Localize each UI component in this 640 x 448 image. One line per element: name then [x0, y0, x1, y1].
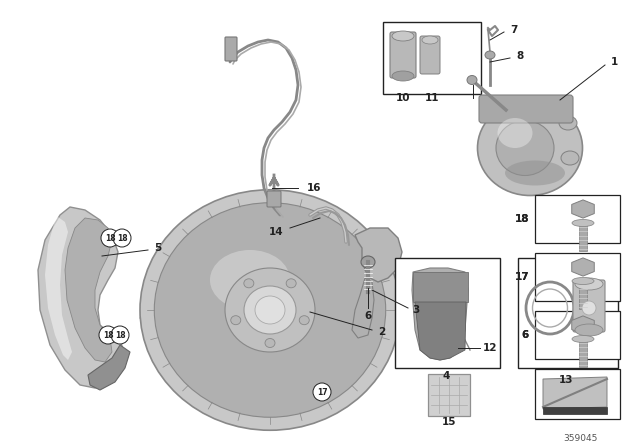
Ellipse shape	[485, 51, 495, 59]
Ellipse shape	[392, 71, 414, 81]
Bar	[535, 253, 620, 301]
FancyBboxPatch shape	[225, 37, 237, 61]
Polygon shape	[415, 302, 466, 360]
Ellipse shape	[561, 151, 579, 165]
Ellipse shape	[244, 279, 254, 288]
Text: 18: 18	[116, 233, 127, 242]
Polygon shape	[65, 218, 112, 362]
Text: 359045: 359045	[563, 434, 597, 443]
Circle shape	[113, 229, 131, 247]
Text: 5: 5	[154, 243, 162, 253]
Text: 18: 18	[515, 214, 529, 224]
Circle shape	[111, 326, 129, 344]
Polygon shape	[45, 217, 72, 360]
Polygon shape	[572, 200, 595, 218]
Ellipse shape	[422, 36, 438, 44]
Ellipse shape	[225, 268, 315, 352]
Text: 17: 17	[515, 272, 529, 282]
Bar	[535, 195, 620, 243]
Bar	[579, 281, 587, 309]
Text: 1: 1	[611, 57, 618, 67]
Text: 17: 17	[515, 272, 529, 282]
Text: 2: 2	[378, 327, 386, 337]
Ellipse shape	[140, 307, 400, 329]
Text: 6: 6	[522, 330, 529, 340]
Bar	[535, 311, 620, 359]
Ellipse shape	[140, 190, 400, 430]
Ellipse shape	[255, 296, 285, 324]
Ellipse shape	[572, 277, 594, 284]
Bar	[579, 339, 587, 367]
Ellipse shape	[392, 31, 414, 41]
Ellipse shape	[497, 118, 532, 148]
Ellipse shape	[572, 220, 594, 227]
Text: 18: 18	[105, 233, 115, 242]
Polygon shape	[428, 374, 470, 416]
Circle shape	[313, 383, 331, 401]
Ellipse shape	[154, 203, 386, 417]
Ellipse shape	[244, 286, 296, 334]
Ellipse shape	[505, 160, 565, 185]
Text: 17: 17	[317, 388, 327, 396]
Ellipse shape	[559, 116, 577, 130]
Text: 15: 15	[442, 417, 456, 427]
Text: 6: 6	[364, 311, 372, 321]
Text: 13: 13	[559, 375, 573, 385]
Bar	[543, 407, 607, 414]
Bar	[518, 258, 618, 368]
Text: 18: 18	[115, 331, 125, 340]
Bar	[535, 369, 620, 419]
Bar	[579, 223, 587, 251]
Ellipse shape	[496, 121, 554, 176]
Text: 14: 14	[269, 227, 284, 237]
Ellipse shape	[300, 316, 309, 325]
FancyBboxPatch shape	[573, 280, 605, 332]
Polygon shape	[355, 228, 402, 282]
FancyBboxPatch shape	[267, 191, 281, 207]
Ellipse shape	[572, 336, 594, 343]
Text: 16: 16	[307, 183, 321, 193]
Text: 12: 12	[483, 343, 497, 353]
Polygon shape	[88, 345, 130, 390]
Text: 11: 11	[425, 93, 439, 103]
Circle shape	[99, 326, 117, 344]
Polygon shape	[543, 377, 607, 409]
Polygon shape	[572, 258, 595, 276]
Text: 18: 18	[102, 331, 113, 340]
Text: 7: 7	[510, 25, 518, 35]
Bar	[395, 258, 500, 368]
Polygon shape	[38, 207, 125, 388]
Ellipse shape	[210, 250, 290, 310]
Polygon shape	[412, 268, 468, 360]
Polygon shape	[352, 278, 374, 338]
Ellipse shape	[265, 339, 275, 348]
Text: 3: 3	[412, 305, 420, 315]
Ellipse shape	[582, 301, 596, 315]
Text: 10: 10	[396, 93, 410, 103]
Text: 6: 6	[522, 330, 529, 340]
Bar	[383, 22, 481, 94]
FancyBboxPatch shape	[479, 95, 573, 123]
FancyBboxPatch shape	[390, 32, 416, 78]
Ellipse shape	[575, 278, 603, 290]
Bar	[413, 272, 468, 302]
Ellipse shape	[231, 316, 241, 325]
Text: 18: 18	[515, 214, 529, 224]
Ellipse shape	[361, 256, 375, 268]
Ellipse shape	[477, 100, 582, 195]
Ellipse shape	[575, 324, 603, 336]
Ellipse shape	[467, 76, 477, 85]
Ellipse shape	[286, 279, 296, 288]
Polygon shape	[572, 316, 595, 334]
Text: 8: 8	[516, 51, 524, 61]
FancyBboxPatch shape	[420, 36, 440, 74]
Circle shape	[101, 229, 119, 247]
Text: 4: 4	[442, 371, 450, 381]
